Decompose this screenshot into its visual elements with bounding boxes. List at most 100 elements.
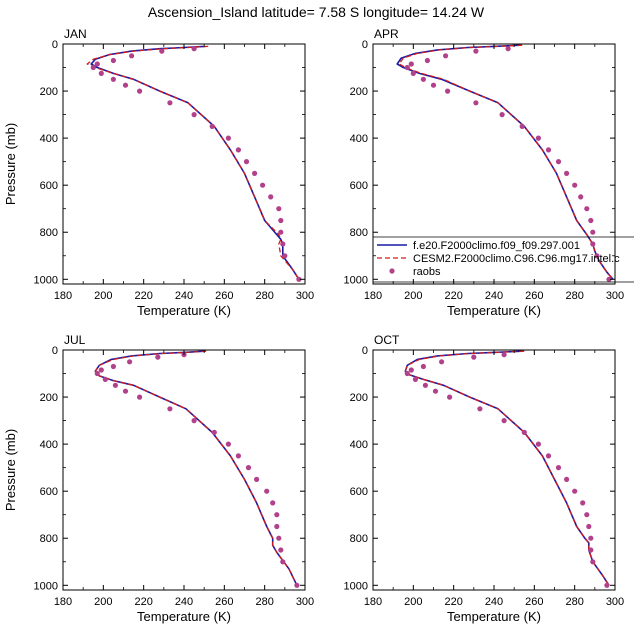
y-tick-label: 200 (40, 392, 58, 404)
raobs-point (420, 76, 426, 82)
legend-label: f.e20.F2000climo.f09_f09.297.001 (413, 240, 580, 252)
raobs-point (296, 276, 302, 282)
raobs-point (225, 441, 231, 447)
raobs-point (445, 88, 451, 94)
x-tick-label: 260 (525, 290, 543, 302)
y-tick-label: 800 (350, 533, 368, 545)
x-tick-label: 180 (54, 596, 72, 608)
panel-oct: 180 200 220 240 260 280 300 0 200 400 600 800 1000 OC… (344, 333, 625, 624)
panel-title: JUL (64, 333, 86, 347)
raobs-point (127, 359, 133, 365)
raobs-point (282, 253, 288, 259)
raobs-point (235, 147, 241, 153)
y-tick-label: 1000 (34, 274, 58, 286)
raobs-point (129, 53, 135, 59)
raobs-point (578, 194, 584, 200)
raobs-point (294, 582, 300, 588)
panel-title: JAN (64, 27, 87, 41)
x-tick-label: 240 (485, 596, 503, 608)
raobs-point (545, 453, 552, 459)
panel-title: OCT (374, 333, 400, 347)
x-tick-label: 200 (94, 596, 112, 608)
raobs-point (564, 170, 570, 176)
y-tick-label: 1000 (344, 580, 368, 592)
raobs-point (447, 394, 453, 400)
x-tick-label: 200 (94, 290, 112, 302)
raobs-point (443, 53, 449, 59)
raobs-point (473, 100, 479, 106)
x-tick-label: 280 (255, 290, 273, 302)
raobs-point (90, 64, 96, 71)
series-line-f-e20-jul (94, 350, 298, 586)
x-tick-label: 240 (175, 596, 193, 608)
raobs-point (555, 159, 562, 165)
y-tick-label: 800 (350, 227, 368, 239)
panel-jul: 180 200 220 240 260 280 300 0 200 400 600 800 1000 JU… (3, 333, 314, 624)
x-tick-label: 180 (54, 290, 72, 302)
raobs-point (245, 465, 252, 471)
raobs-point (404, 64, 410, 71)
raobs-point (280, 559, 286, 565)
raobs-point (278, 229, 284, 235)
x-tick-label: 220 (134, 290, 152, 302)
raobs-point (555, 465, 562, 471)
series-line-cesm2-jan (86, 45, 300, 280)
legend: f.e20.F2000climo.f09_f09.297.001CESM2.F2… (373, 236, 634, 283)
panel-title: APR (374, 27, 399, 41)
raobs-point (155, 354, 161, 360)
raobs-point (235, 453, 241, 459)
raobs-point (122, 82, 129, 88)
raobs-point (264, 488, 270, 494)
x-tick-label: 200 (404, 596, 422, 608)
x-tick-label: 180 (364, 290, 382, 302)
x-tick-label: 220 (444, 290, 462, 302)
x-tick-label: 280 (565, 596, 583, 608)
raobs-point (590, 241, 596, 247)
raobs-point (260, 182, 266, 188)
raobs-point (588, 535, 594, 541)
raobs-point (606, 276, 612, 282)
raobs-point (243, 159, 250, 165)
raobs-point (594, 253, 600, 259)
raobs-point (98, 70, 104, 76)
raobs-point (545, 147, 552, 153)
x-tick-label: 260 (215, 596, 233, 608)
raobs-point (278, 547, 284, 553)
x-tick-label: 260 (215, 290, 233, 302)
raobs-point (276, 535, 282, 541)
raobs-point (501, 352, 507, 358)
raobs-point (94, 370, 100, 377)
raobs-point (191, 112, 197, 118)
raobs-point (580, 500, 586, 506)
x-tick-label: 300 (296, 290, 314, 302)
raobs-point (420, 363, 426, 370)
plot-frame (372, 349, 616, 591)
raobs-point (254, 476, 260, 482)
x-tick-label: 220 (444, 596, 462, 608)
raobs-point (564, 476, 570, 482)
y-axis-label: Pressure (mb) (3, 429, 18, 511)
y-tick-label: 0 (362, 39, 368, 51)
y-tick-label: 400 (350, 133, 368, 145)
raobs-point (110, 76, 116, 82)
raobs-point (225, 135, 231, 141)
raobs-point (408, 367, 414, 373)
raobs-point (505, 46, 511, 52)
raobs-point (430, 82, 437, 88)
x-tick-label: 240 (485, 290, 503, 302)
raobs-point (432, 388, 439, 394)
y-tick-label: 400 (40, 133, 58, 145)
raobs-point (501, 418, 507, 424)
raobs-point (274, 523, 280, 530)
y-axis-label: Pressure (mb) (3, 123, 18, 205)
plot-frame (62, 349, 306, 591)
series-line-cesm2-jul (94, 350, 298, 586)
y-tick-label: 600 (40, 486, 58, 498)
raobs-point (586, 523, 592, 530)
x-axis-label: Temperature (K) (137, 609, 231, 624)
y-tick-label: 200 (40, 86, 58, 98)
raobs-point (122, 388, 129, 394)
series-line-cesm2-oct (404, 350, 610, 586)
raobs-point (167, 406, 173, 412)
